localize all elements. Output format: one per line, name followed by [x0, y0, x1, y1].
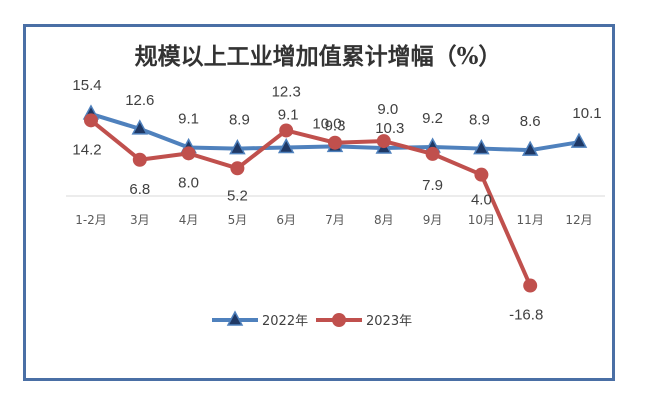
series-marker-2023	[230, 161, 245, 176]
data-labels: 15.4 12.6 9.1 8.9 9.1 9.3 9.0 9.2 8.9 8.6 10.1 14.2…	[72, 77, 601, 324]
x-tick-label: 4月	[179, 213, 199, 227]
series-marker-2022	[131, 119, 149, 135]
data-label-2022: 9.1	[178, 110, 199, 127]
data-label-2022: 9.1	[278, 106, 299, 123]
x-tick-label: 1-2月	[75, 213, 107, 227]
legend-marker-2022	[226, 310, 244, 326]
x-tick-label: 11月	[517, 213, 544, 227]
data-label-2023: 7.9	[422, 177, 443, 194]
x-tick-label: 9月	[423, 213, 443, 227]
x-tick-label: 7月	[325, 213, 345, 227]
series-line-2023	[89, 118, 533, 287]
series-marker-2022	[277, 137, 295, 154]
data-label-2023: -16.8	[509, 307, 543, 324]
series-marker-2023	[328, 135, 342, 150]
series-marker-2022	[521, 140, 539, 156]
data-label-2022: 9.3	[325, 117, 346, 134]
series-layer	[82, 104, 588, 293]
x-tick-label: 10月	[468, 213, 495, 227]
series-marker-2023	[279, 123, 294, 138]
x-tick-label: 6月	[276, 213, 296, 227]
x-tick-label: 3月	[130, 213, 150, 227]
chart-title: 规模以上工业增加值累计增幅（%）	[135, 43, 502, 70]
data-label-2023: 6.8	[129, 181, 150, 198]
data-label-2022: 9.0	[377, 101, 398, 118]
series-marker-2023	[474, 167, 489, 182]
legend-marker-2023	[332, 313, 346, 327]
series-marker-2022	[570, 132, 588, 148]
data-label-2022: 8.9	[229, 112, 250, 129]
series-marker-2023	[181, 146, 196, 161]
data-label-2022: 12.6	[125, 92, 154, 109]
series-marker-2023	[376, 134, 391, 149]
series-marker-2023	[425, 146, 440, 161]
x-tick-label: 8月	[374, 213, 394, 227]
data-label-2023: 12.3	[272, 83, 301, 100]
data-label-2022: 8.6	[520, 113, 541, 130]
x-tick-label: 12月	[565, 213, 592, 227]
legend-label-2023: 2023年	[366, 314, 412, 329]
legend: 2022年 2023年	[212, 310, 412, 329]
x-tick-labels: 1-2月 3月 4月 5月 6月 7月 8月 9月 10月 11月 12月	[75, 213, 592, 227]
series-marker-2023	[132, 152, 147, 167]
series-marker-2022	[229, 138, 246, 155]
data-label-2022: 10.1	[572, 105, 601, 122]
series-marker-2023	[523, 278, 538, 293]
data-label-2023: 8.0	[178, 174, 199, 191]
data-label-2022: 15.4	[72, 77, 101, 94]
data-label-2023: 4.0	[471, 192, 492, 209]
data-label-2023: 10.3	[375, 120, 404, 137]
data-label-2023: 14.2	[72, 141, 101, 158]
series-marker-2023	[84, 113, 98, 128]
data-label-2023: 5.2	[227, 187, 248, 204]
legend-label-2022: 2022年	[262, 314, 308, 329]
data-label-2022: 8.9	[469, 112, 490, 129]
data-label-2022: 9.2	[422, 110, 443, 127]
data-label-2023: 10.0	[312, 116, 341, 133]
x-tick-label: 5月	[228, 213, 248, 227]
series-marker-2022	[473, 138, 490, 155]
